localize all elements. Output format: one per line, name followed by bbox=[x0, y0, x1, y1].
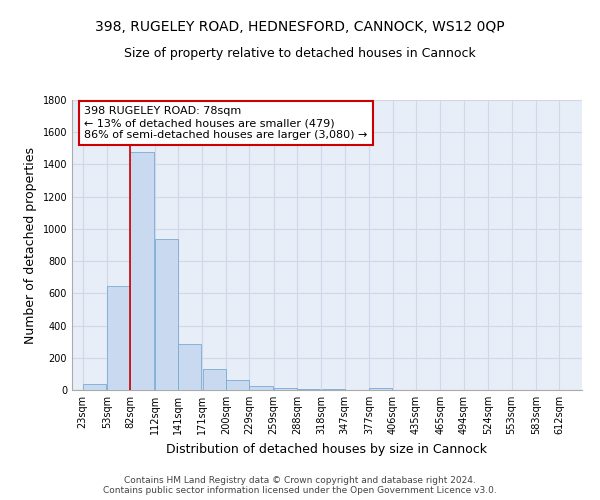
Bar bbox=[297, 389, 320, 390]
Bar bbox=[274, 388, 297, 390]
Bar bbox=[369, 388, 392, 390]
Bar bbox=[178, 344, 202, 390]
Bar bbox=[155, 239, 178, 390]
Bar bbox=[226, 380, 249, 390]
Bar bbox=[83, 384, 106, 390]
X-axis label: Distribution of detached houses by size in Cannock: Distribution of detached houses by size … bbox=[167, 442, 487, 456]
Bar bbox=[203, 369, 226, 390]
Bar bbox=[250, 386, 272, 390]
Text: 398 RUGELEY ROAD: 78sqm
← 13% of detached houses are smaller (479)
86% of semi-d: 398 RUGELEY ROAD: 78sqm ← 13% of detache… bbox=[84, 106, 368, 140]
Text: Contains HM Land Registry data © Crown copyright and database right 2024.
Contai: Contains HM Land Registry data © Crown c… bbox=[103, 476, 497, 495]
Text: 398, RUGELEY ROAD, HEDNESFORD, CANNOCK, WS12 0QP: 398, RUGELEY ROAD, HEDNESFORD, CANNOCK, … bbox=[95, 20, 505, 34]
Bar bbox=[130, 152, 154, 390]
Text: Size of property relative to detached houses in Cannock: Size of property relative to detached ho… bbox=[124, 48, 476, 60]
Bar bbox=[107, 286, 130, 390]
Y-axis label: Number of detached properties: Number of detached properties bbox=[24, 146, 37, 344]
Bar bbox=[322, 389, 344, 390]
